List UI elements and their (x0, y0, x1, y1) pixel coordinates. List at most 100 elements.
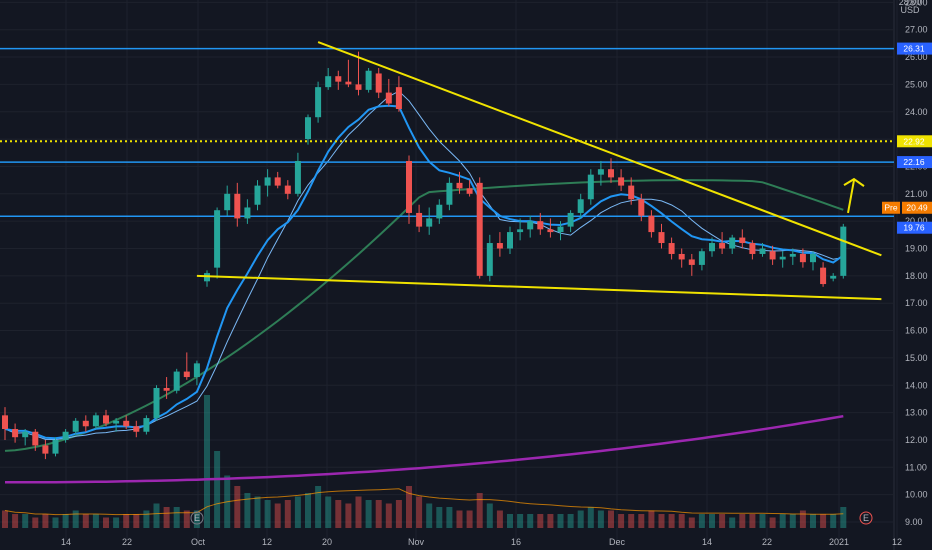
candle-body (476, 182, 483, 276)
volume-bar (274, 503, 281, 528)
volume-bar (294, 496, 301, 528)
candle-body (436, 204, 443, 219)
volume-bar (799, 510, 806, 528)
candle-body (163, 387, 170, 391)
candle-body (234, 193, 241, 219)
volume-bar (618, 514, 625, 528)
volume-bar (234, 486, 241, 528)
volume-bar (183, 510, 190, 528)
price-tick-label: 24.00 (905, 107, 928, 117)
price-tag-label: 22.92 (903, 136, 925, 146)
candle-body (587, 174, 594, 200)
sma-200-line (5, 414, 844, 484)
volume-bar (547, 514, 554, 528)
volume-bar (668, 514, 675, 528)
candle-body (749, 243, 756, 254)
candle-body (365, 70, 372, 90)
volume-bar (638, 514, 645, 528)
volume-bar (103, 517, 109, 528)
candle-body (284, 185, 291, 194)
candle-body (496, 243, 503, 249)
price-tick-label-top: 28.00 (899, 0, 922, 7)
volume-bar (456, 510, 463, 528)
trendlines (196, 41, 882, 301)
time-tick-label: 12 (892, 537, 902, 547)
candle-body (577, 199, 584, 213)
volume-bar (517, 514, 524, 528)
candle-body (254, 185, 261, 205)
earnings-marker (859, 511, 873, 525)
volume-bar (729, 517, 736, 528)
candle-body (729, 237, 736, 249)
volume-bar (476, 493, 483, 528)
volume-bar (52, 517, 59, 528)
candle-body (22, 431, 29, 438)
volume-bar (193, 510, 200, 528)
volume-bar (335, 500, 342, 528)
price-tick-label: 26.00 (905, 52, 928, 62)
candle-body (698, 251, 705, 265)
candle-body (446, 182, 453, 205)
candle-body (769, 251, 776, 260)
volume-bar (416, 496, 423, 528)
price-tag-label: 22.16 (903, 157, 925, 167)
time-tick-label: 14 (702, 537, 712, 547)
candle-body (658, 232, 665, 244)
volume-bar (72, 510, 79, 528)
earnings-marker (190, 511, 204, 525)
price-tick-label: 25.00 (905, 79, 928, 89)
candle-body (335, 76, 342, 82)
volume-bar (749, 514, 756, 528)
volume-bar (62, 514, 69, 528)
volume-bar (648, 510, 655, 528)
candle-body (52, 439, 59, 454)
candle-body (193, 363, 200, 378)
candle-body (72, 420, 79, 432)
candle-body (597, 169, 604, 175)
candle-body (638, 199, 645, 216)
candle-body (527, 221, 534, 230)
candle-body (264, 177, 271, 186)
candle-body (385, 92, 392, 104)
candle-body (315, 87, 322, 118)
candle-body (103, 415, 109, 424)
candle-body (618, 177, 625, 186)
volume-bar (719, 514, 726, 528)
volume-bar (840, 507, 847, 528)
volume-bar (92, 514, 99, 528)
candle-body (537, 221, 544, 230)
candle-body (426, 218, 433, 227)
candle-body (810, 253, 816, 263)
price-tag-bg (897, 135, 932, 148)
candle-body (153, 387, 160, 419)
time-tick-label: 16 (511, 537, 521, 547)
volume-bar (244, 493, 251, 528)
volume-bar (22, 514, 29, 528)
candle-body (547, 229, 554, 233)
candle-body (32, 431, 39, 446)
volume-bar (315, 486, 322, 528)
volume-bar (769, 517, 776, 528)
price-tick-label: 19.00 (905, 244, 928, 254)
volume-bar (507, 514, 513, 528)
time-tick-label: 12 (262, 537, 272, 547)
candle-body (143, 418, 150, 432)
annotation-arrow-shaft (847, 179, 855, 214)
candle-body (779, 256, 786, 260)
candle-body (62, 431, 69, 440)
candle-body (688, 259, 695, 265)
volume-bar (355, 496, 362, 528)
price-tick-label: 13.00 (905, 408, 928, 418)
price-tag-label: 19.76 (903, 223, 925, 233)
time-tick-label: Dec (609, 537, 626, 547)
sma-50-line (4, 179, 844, 452)
candle-body (294, 160, 301, 194)
price-tick-label: 16.00 (905, 326, 928, 336)
volume-bar (113, 517, 120, 528)
earnings-marker-label: E (194, 513, 200, 523)
price-tick-label: 10.00 (905, 490, 928, 500)
volume-bar (557, 514, 564, 528)
price-tag-label: 26.31 (903, 44, 925, 54)
candle-body (608, 169, 614, 178)
